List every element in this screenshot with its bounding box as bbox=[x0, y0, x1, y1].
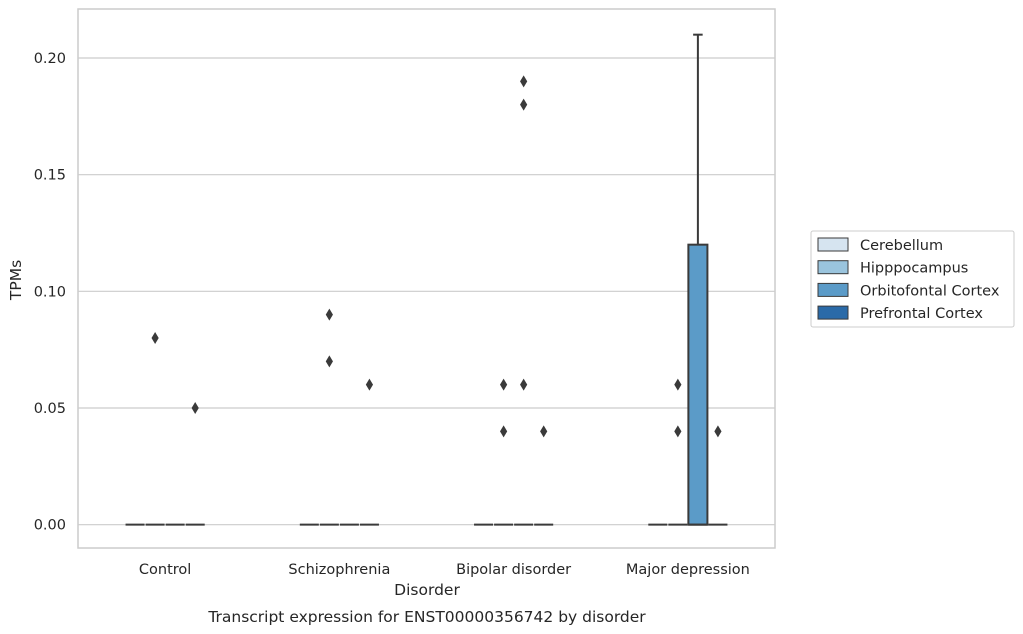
outlier-point bbox=[540, 425, 548, 438]
y-tick-label: 0.20 bbox=[34, 51, 66, 67]
outlier-point bbox=[500, 425, 508, 438]
outlier-point bbox=[325, 308, 333, 321]
chart-caption: Transcript expression for ENST0000035674… bbox=[207, 608, 646, 626]
x-tick-label: Bipolar disorder bbox=[456, 562, 571, 578]
box-body bbox=[687, 243, 709, 526]
outlier-point bbox=[325, 355, 333, 368]
legend-frame bbox=[810, 230, 1015, 328]
legend-swatch bbox=[817, 260, 849, 275]
outlier-point bbox=[191, 402, 199, 414]
outlier-point bbox=[500, 378, 508, 391]
outlier-point bbox=[365, 378, 374, 391]
axes: 0.00 0.05 0.10 0.15 0.20 Control Schizophrenia… bbox=[34, 51, 750, 578]
outlier-point bbox=[151, 332, 159, 344]
outlier-point bbox=[520, 378, 528, 391]
y-tick-label: 0.15 bbox=[34, 168, 66, 184]
legend: Cerebellum Hipppocampus Orbitofontal Corte… bbox=[810, 230, 1015, 328]
x-tick-label: Major depression bbox=[626, 562, 750, 578]
legend-label: Orbitofontal Cortex bbox=[860, 283, 1000, 299]
legend-swatch bbox=[817, 282, 849, 297]
plot-frame bbox=[77, 8, 776, 549]
boxes bbox=[125, 33, 728, 526]
outlier-point bbox=[714, 425, 722, 438]
x-tick-label: Control bbox=[139, 562, 191, 578]
legend-label: Cerebellum bbox=[860, 238, 943, 254]
legend-label: Hipppocampus bbox=[860, 261, 968, 277]
y-axis-title: TPMs bbox=[7, 260, 25, 301]
gridlines bbox=[78, 57, 775, 526]
outlier-point bbox=[674, 425, 682, 438]
outlier-point bbox=[520, 98, 528, 111]
x-tick-label: Schizophrenia bbox=[288, 562, 390, 578]
y-tick-label: 0.10 bbox=[34, 284, 66, 300]
legend-swatch bbox=[817, 305, 849, 320]
x-axis-title: Disorder bbox=[394, 581, 460, 599]
outlier-point bbox=[520, 75, 528, 88]
legend-swatch bbox=[817, 237, 849, 252]
outlier-point bbox=[674, 378, 682, 391]
y-tick-label: 0.00 bbox=[34, 518, 66, 534]
legend-label: Prefrontal Cortex bbox=[860, 306, 983, 322]
y-tick-label: 0.05 bbox=[34, 401, 66, 417]
